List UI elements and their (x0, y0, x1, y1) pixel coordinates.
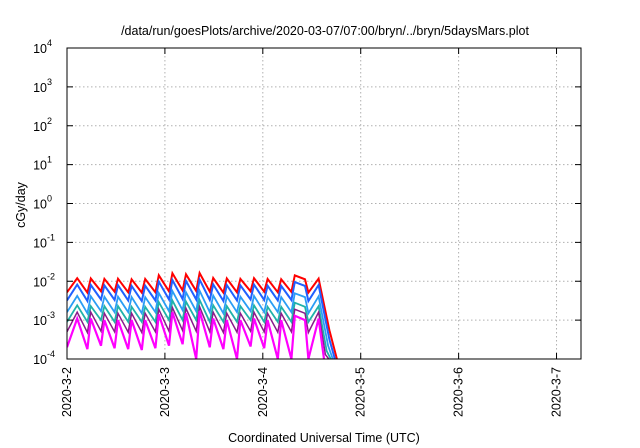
y-tick-label: 10 (33, 275, 47, 289)
y-tick-label: 10 (33, 236, 47, 250)
series-line-6 (67, 310, 326, 359)
y-tick-exponent: -2 (47, 271, 55, 281)
series-line-2 (67, 276, 336, 359)
x-tick-label: 2020-3-5 (354, 367, 368, 417)
y-tick-exponent: 1 (47, 155, 52, 165)
y-tick-exponent: -1 (47, 232, 55, 242)
series-line-3 (67, 287, 334, 359)
x-tick-label: 2020-3-3 (158, 367, 172, 417)
grid (67, 48, 581, 359)
y-tick-exponent: 4 (47, 38, 52, 48)
y-tick-exponent: -4 (47, 349, 55, 359)
y-tick-exponent: 2 (47, 116, 52, 126)
chart-title: /data/run/goesPlots/archive/2020-03-07/0… (121, 24, 529, 38)
y-tick-exponent: 3 (47, 77, 52, 87)
x-tick-label: 2020-3-7 (550, 367, 564, 417)
y-tick-label: 10 (33, 314, 47, 328)
x-axis-label: Coordinated Universal Time (UTC) (228, 431, 420, 445)
y-tick-label: 10 (33, 198, 47, 212)
y-tick-label: 10 (33, 353, 47, 367)
x-tick-label: 2020-3-4 (256, 367, 270, 417)
y-tick-exponent: -3 (47, 310, 55, 320)
y-tick-label: 10 (33, 159, 47, 173)
y-tick-label: 10 (33, 42, 47, 56)
ticks (66, 47, 581, 360)
y-tick-label: 10 (33, 81, 47, 95)
y-tick-label: 10 (33, 120, 47, 134)
x-tick-label: 2020-3-6 (452, 367, 466, 417)
series-line-1 (67, 270, 338, 359)
series-line-4 (67, 296, 332, 359)
x-tick-labels: 2020-3-2 2020-3-3 2020-3-4 2020-3-5 2020-3-6… (60, 367, 564, 417)
series-line-5 (67, 303, 330, 359)
series-layer (67, 270, 338, 359)
y-axis-label: cGy/day (14, 181, 28, 228)
y-tick-exponent: 0 (47, 194, 52, 204)
x-tick-label: 2020-3-2 (60, 367, 74, 417)
